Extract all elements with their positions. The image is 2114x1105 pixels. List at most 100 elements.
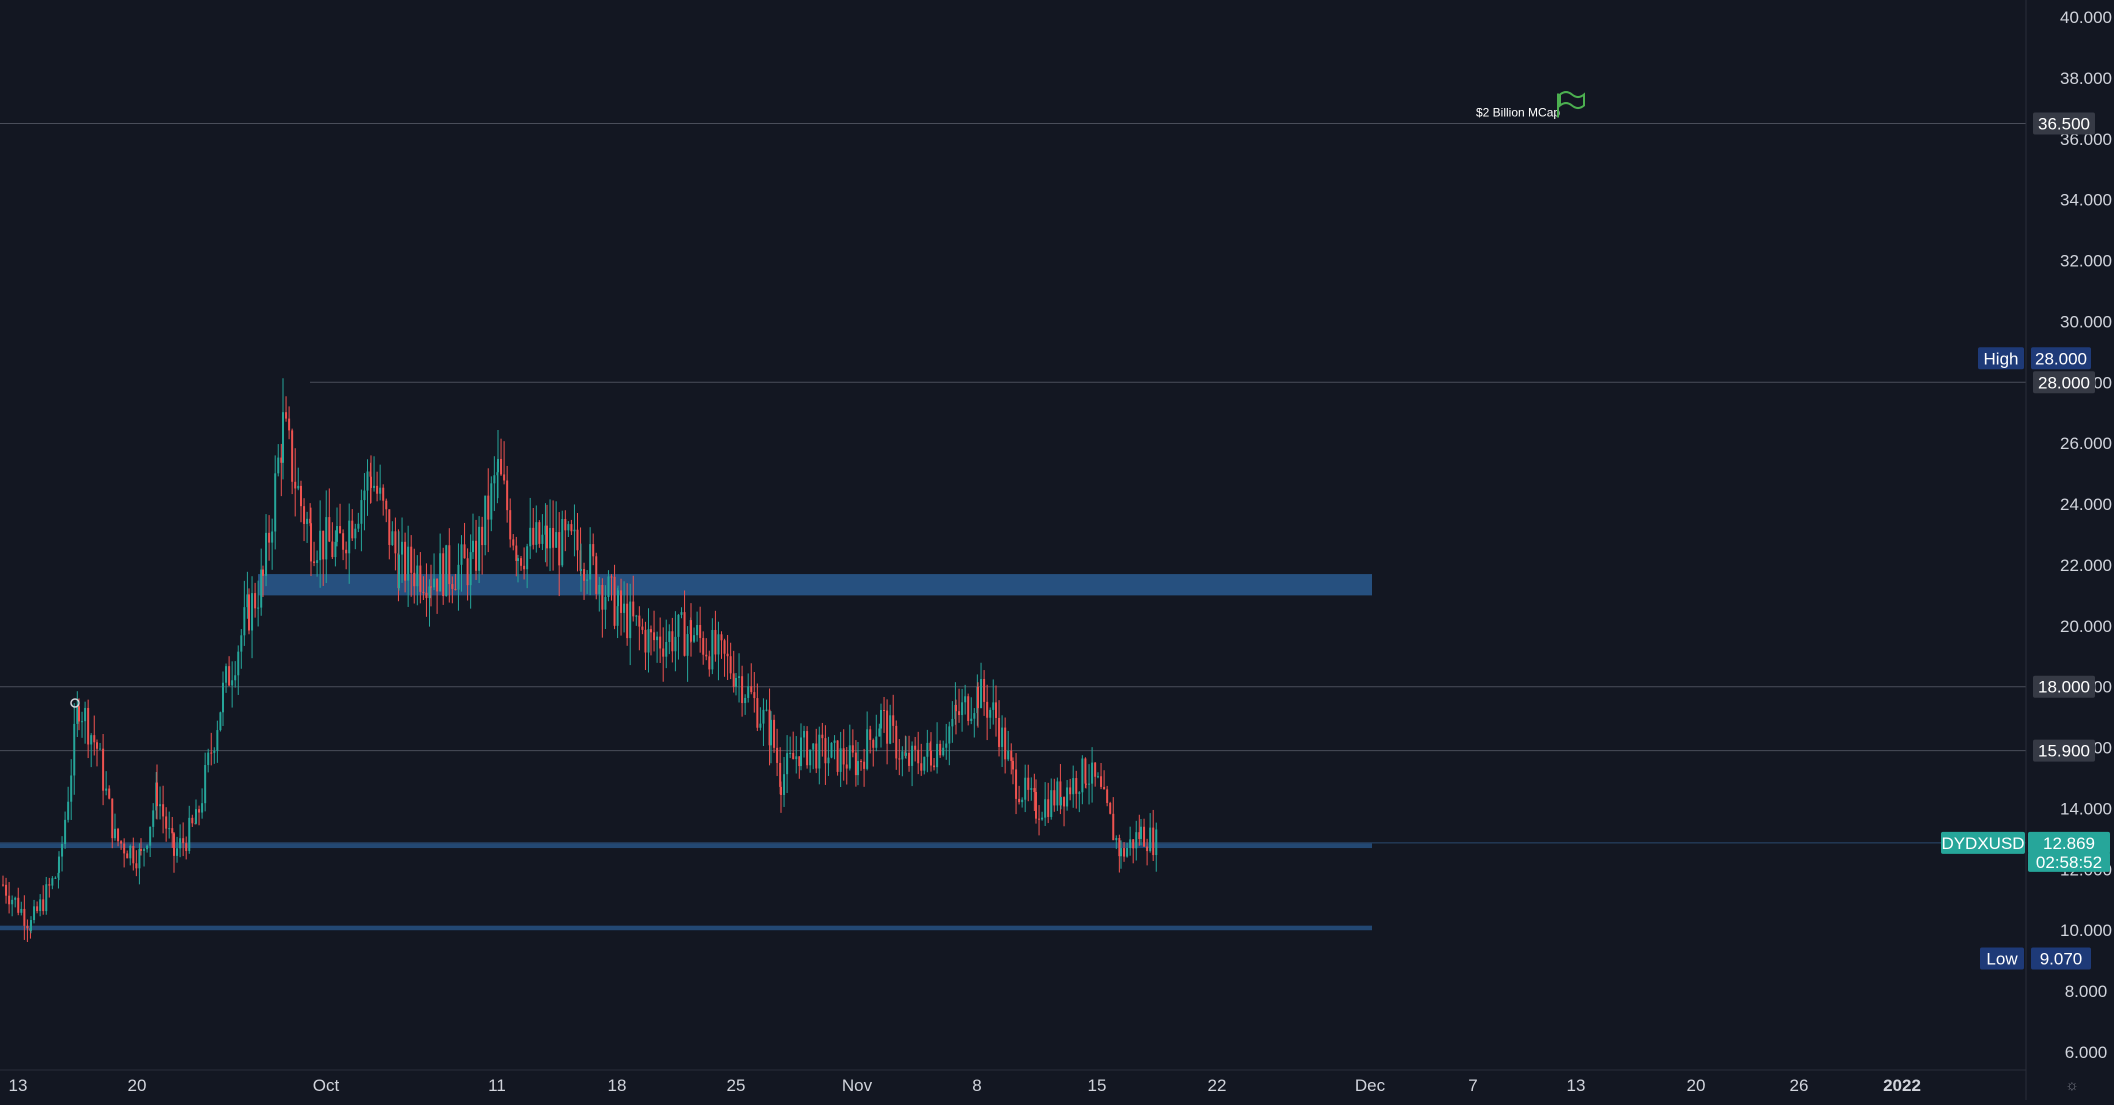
mcap-annotation-text[interactable]: $2 Billion MCap <box>1476 106 1560 120</box>
candle-up <box>366 471 369 491</box>
candle-down <box>641 626 644 630</box>
candle-down <box>404 541 407 581</box>
candle-down <box>370 476 372 488</box>
candle-down <box>430 586 432 588</box>
candle-up <box>980 679 983 709</box>
candle-down <box>96 742 98 749</box>
candle-down <box>309 518 312 524</box>
candle-up <box>735 677 737 687</box>
candle-down <box>756 698 759 728</box>
candle-up <box>316 560 319 563</box>
candle-down <box>626 603 629 639</box>
candle-up <box>549 527 552 549</box>
candle-down <box>1143 826 1146 847</box>
candle-down <box>36 906 39 912</box>
candle-up <box>416 565 419 587</box>
candle-up <box>526 546 529 570</box>
candle-up <box>61 843 64 857</box>
candle-up <box>857 761 859 776</box>
candle-up <box>696 625 699 636</box>
candle-down <box>345 549 348 554</box>
candle-down <box>650 629 652 633</box>
candle-down <box>388 509 391 545</box>
candle-down <box>854 752 857 776</box>
candle-down <box>644 629 647 653</box>
candle-down <box>1018 798 1021 803</box>
candle-down <box>955 704 957 712</box>
time-tick-label: 11 <box>488 1076 506 1095</box>
level-label-15900: 15.900 <box>2038 742 2090 761</box>
candle-up <box>901 751 904 760</box>
candle-down <box>768 709 771 746</box>
candle-up <box>30 920 32 931</box>
candle-down <box>671 631 674 652</box>
alert-clock-icon[interactable] <box>70 698 80 708</box>
time-axis[interactable]: 13 20 Oct 11 18 25 Nov 8 15 22 Dec 7 13 20 26 2022 <box>9 1076 1921 1095</box>
candle-down <box>2 884 4 886</box>
candle-up <box>717 634 720 655</box>
candle-up <box>1060 797 1062 806</box>
candle-down <box>958 711 961 716</box>
candle-up <box>282 412 284 463</box>
candle-up <box>243 607 246 636</box>
candle-up <box>616 606 619 626</box>
candle-down <box>310 523 312 562</box>
candle-down <box>702 637 705 655</box>
candle-up <box>1126 847 1129 857</box>
symbol-label-box <box>1941 831 2025 854</box>
support-resistance-zone[interactable] <box>258 574 1372 596</box>
price-tick-label: 40.000 <box>2060 8 2112 27</box>
time-tick-label: Oct <box>313 1076 340 1095</box>
candle-down <box>503 474 506 481</box>
support-resistance-zone[interactable] <box>0 843 1372 849</box>
candle-down <box>23 908 26 926</box>
low-tag-label-box <box>1980 947 2024 970</box>
support-resistance-zone[interactable] <box>0 925 1372 931</box>
candle-up <box>647 629 650 653</box>
candle-down <box>753 692 756 699</box>
candle-down <box>779 762 782 787</box>
candle-up <box>1088 783 1091 785</box>
candle-down <box>254 593 257 609</box>
candle-down <box>708 656 711 670</box>
candle-up <box>607 576 610 597</box>
candle-up <box>379 487 382 494</box>
candle-down <box>776 747 779 763</box>
candle-up <box>179 838 182 849</box>
candle-down <box>410 546 413 573</box>
flag-icon[interactable] <box>1557 91 1585 118</box>
candle-down <box>419 565 422 592</box>
candle-down <box>595 556 598 594</box>
candle-down <box>1100 776 1103 787</box>
candle-down <box>886 710 889 744</box>
candle-up <box>271 531 274 543</box>
candle-down <box>983 679 986 702</box>
candle-up <box>561 518 564 566</box>
candle-down <box>592 544 595 557</box>
candle-up <box>207 752 210 766</box>
candle-up <box>812 743 815 750</box>
candle-down <box>481 526 484 546</box>
candle-up <box>213 750 216 753</box>
candle-down <box>194 823 197 825</box>
time-tick-label: 25 <box>727 1076 746 1095</box>
candle-down <box>662 648 665 657</box>
candle-up <box>1066 787 1069 807</box>
candle-up <box>848 745 851 769</box>
candle-down <box>806 731 809 766</box>
candle-down <box>576 529 579 551</box>
candle-down <box>93 735 96 743</box>
candle-up <box>1030 788 1033 790</box>
chart-settings-icon[interactable]: ☼ <box>2065 1077 2079 1094</box>
candle-up <box>204 765 207 804</box>
candle-down <box>1132 839 1135 849</box>
candle-down <box>1118 837 1121 857</box>
candle-up <box>274 473 277 532</box>
candle-up <box>961 702 964 716</box>
candle-up <box>693 635 696 642</box>
candle-up <box>472 540 474 553</box>
candle-down <box>1063 797 1066 807</box>
candle-up <box>231 680 234 686</box>
